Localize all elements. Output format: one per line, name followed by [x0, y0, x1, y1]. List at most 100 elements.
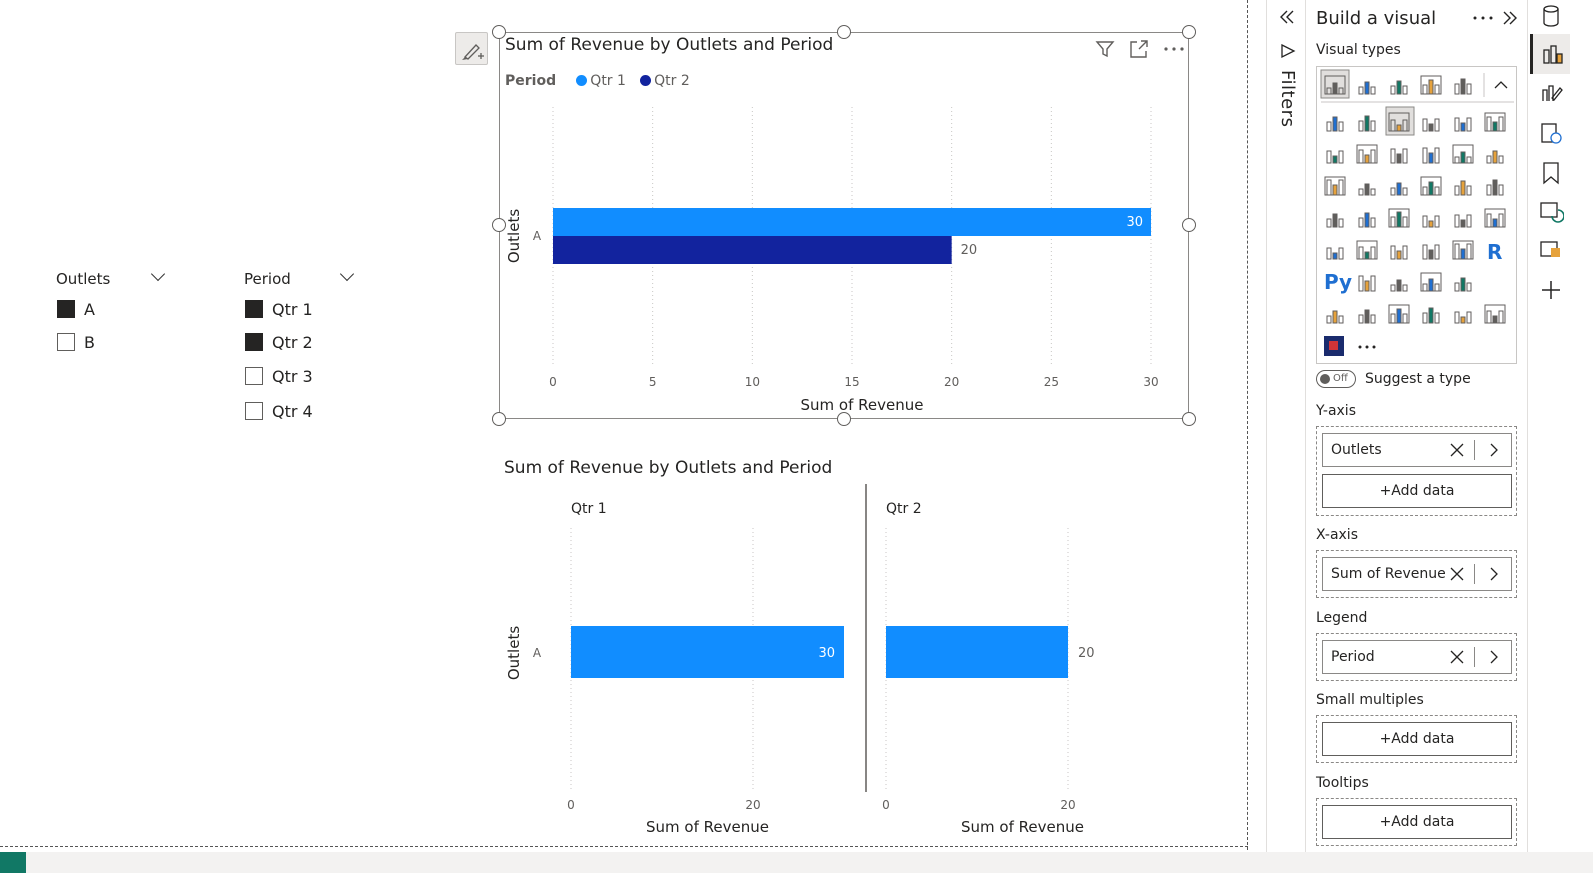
period-checkbox-qtr2[interactable] — [245, 333, 263, 351]
outlets-checkbox-b[interactable] — [57, 333, 75, 351]
visual-type-icon[interactable] — [1454, 311, 1472, 324]
remove-field-close-icon[interactable] — [1449, 442, 1465, 458]
focus-mode-icon[interactable] — [1128, 38, 1150, 60]
data-cylinder-icon[interactable] — [1539, 4, 1563, 28]
visual-type-icon[interactable] — [1326, 247, 1344, 260]
visual-type-icon[interactable] — [1390, 245, 1408, 260]
visual-type-icon[interactable] — [1324, 336, 1344, 356]
selection-pane-icon[interactable] — [1538, 238, 1564, 264]
visual-type-icon[interactable] — [1422, 307, 1440, 324]
visual-type-icon[interactable] — [1484, 112, 1506, 132]
filter-icon[interactable] — [1094, 38, 1116, 60]
remove-field-close-icon[interactable] — [1449, 649, 1465, 665]
period-slicer-chevron-down-icon[interactable] — [339, 266, 355, 282]
visual-type-icon[interactable] — [1326, 150, 1344, 164]
visual-type-icon[interactable] — [1390, 279, 1408, 292]
resize-handle-bottom[interactable] — [837, 412, 851, 426]
visual-type-icon[interactable] — [1388, 208, 1410, 228]
format-visual-icon[interactable] — [1538, 80, 1564, 106]
suggest-type-toggle[interactable]: Off — [1316, 370, 1356, 388]
visual-type-icon[interactable] — [1486, 150, 1504, 164]
tooltips-add-data-button[interactable]: +Add data — [1322, 805, 1512, 839]
visual-type-icon[interactable] — [1452, 240, 1474, 260]
visual-type-icon[interactable] — [1356, 144, 1378, 164]
visual-type-icon[interactable] — [1358, 81, 1376, 95]
sync-slicers-icon[interactable] — [1538, 198, 1564, 224]
period-checkbox-qtr3[interactable] — [245, 367, 263, 385]
visual-type-icon[interactable] — [1358, 115, 1376, 132]
legend-field-pill[interactable]: Period — [1322, 640, 1512, 674]
format-visual-button[interactable] — [455, 32, 488, 65]
remove-field-close-icon[interactable] — [1449, 566, 1465, 582]
analytics-icon[interactable] — [1538, 120, 1564, 146]
visual-type-icon[interactable] — [1324, 75, 1346, 95]
r-visual-icon[interactable]: R — [1487, 240, 1503, 264]
expand-field-chevron-right-icon[interactable] — [1487, 649, 1501, 665]
filters-pane-label[interactable]: Filters — [1277, 70, 1298, 128]
visual-type-icon[interactable] — [1422, 147, 1440, 164]
visual-type-icon[interactable] — [1420, 75, 1442, 95]
resize-handle-top-right[interactable] — [1182, 25, 1196, 39]
build-visual-tab[interactable] — [1530, 34, 1570, 74]
visual-type-icon[interactable] — [1454, 117, 1472, 132]
visual-type-icon[interactable] — [1422, 118, 1440, 132]
visual-type-icon[interactable] — [1388, 304, 1410, 324]
outlets-slicer-chevron-down-icon[interactable] — [150, 266, 166, 282]
x-tick-label: 20 — [745, 798, 760, 812]
visual-type-icon[interactable] — [1324, 176, 1346, 196]
python-visual-icon[interactable]: Py — [1324, 270, 1353, 294]
more-options-icon[interactable] — [1162, 38, 1186, 60]
visual-type-icon[interactable] — [1358, 309, 1376, 324]
visual-type-icon[interactable] — [1420, 272, 1442, 292]
legend-item-qtr2[interactable]: Qtr 2 — [640, 73, 690, 89]
resize-handle-right[interactable] — [1182, 218, 1196, 232]
visual-type-icon[interactable] — [1454, 214, 1472, 228]
visual-type-icon[interactable] — [1452, 144, 1474, 164]
visual-type-icon[interactable] — [1486, 179, 1504, 196]
visual-type-icon[interactable] — [1390, 182, 1408, 196]
collapse-filters-chevron-icon[interactable] — [1277, 8, 1297, 26]
visual-type-icon[interactable] — [1326, 213, 1344, 228]
visual-type-icon[interactable] — [1454, 277, 1472, 292]
resize-handle-top[interactable] — [837, 25, 851, 39]
visual-type-icon[interactable] — [1358, 183, 1376, 196]
resize-handle-bottom-right[interactable] — [1182, 412, 1196, 426]
visual-type-icon[interactable] — [1454, 180, 1472, 196]
period-checkbox-qtr4[interactable] — [245, 402, 263, 420]
visual-type-icon[interactable] — [1420, 176, 1442, 196]
page-tab-indicator[interactable] — [0, 852, 26, 873]
visual-type-icon[interactable] — [1454, 78, 1472, 95]
expand-field-chevron-right-icon[interactable] — [1487, 566, 1501, 582]
visual-type-icon[interactable] — [1358, 345, 1376, 349]
x-axis-field-pill[interactable]: Sum of Revenue — [1322, 557, 1512, 591]
visual-type-icon[interactable] — [1356, 240, 1378, 260]
bookmark-icon[interactable] — [1540, 160, 1562, 186]
visual-type-icon[interactable] — [1358, 212, 1376, 228]
y-axis-add-data-button[interactable]: +Add data — [1322, 474, 1512, 508]
resize-handle-left[interactable] — [492, 218, 506, 232]
visual-type-icon[interactable] — [1388, 112, 1410, 132]
resize-handle-bottom-left[interactable] — [492, 412, 506, 426]
visual-type-icon[interactable] — [1358, 275, 1376, 292]
visual-type-icon[interactable] — [1326, 116, 1344, 132]
y-axis-field-pill[interactable]: Outlets — [1322, 433, 1512, 467]
more-options-icon[interactable] — [1472, 10, 1494, 26]
outlets-item-label: B — [84, 333, 95, 352]
visual-type-icon[interactable] — [1390, 80, 1408, 95]
visual-type-icon[interactable] — [1422, 215, 1440, 228]
outlets-checkbox-a[interactable] — [57, 300, 75, 318]
add-pane-plus-icon[interactable] — [1539, 278, 1563, 302]
visual-type-icon[interactable] — [1484, 304, 1506, 324]
legend-item-qtr1[interactable]: Qtr 1 — [576, 73, 626, 89]
visual-type-icon[interactable] — [1390, 148, 1408, 164]
collapse-pane-chevron-icon[interactable] — [1500, 9, 1520, 27]
visual-type-icon[interactable] — [1422, 244, 1440, 260]
expand-field-chevron-right-icon[interactable] — [1487, 442, 1501, 458]
visual-type-icon[interactable] — [1484, 208, 1506, 228]
visual-type-icon[interactable] — [1326, 310, 1344, 324]
x-axis-well-label: X-axis — [1316, 527, 1358, 543]
period-checkbox-qtr1[interactable] — [245, 300, 263, 318]
legend-well-label: Legend — [1316, 610, 1368, 626]
small-multiples-add-data-button[interactable]: +Add data — [1322, 722, 1512, 756]
resize-handle-top-left[interactable] — [492, 25, 506, 39]
